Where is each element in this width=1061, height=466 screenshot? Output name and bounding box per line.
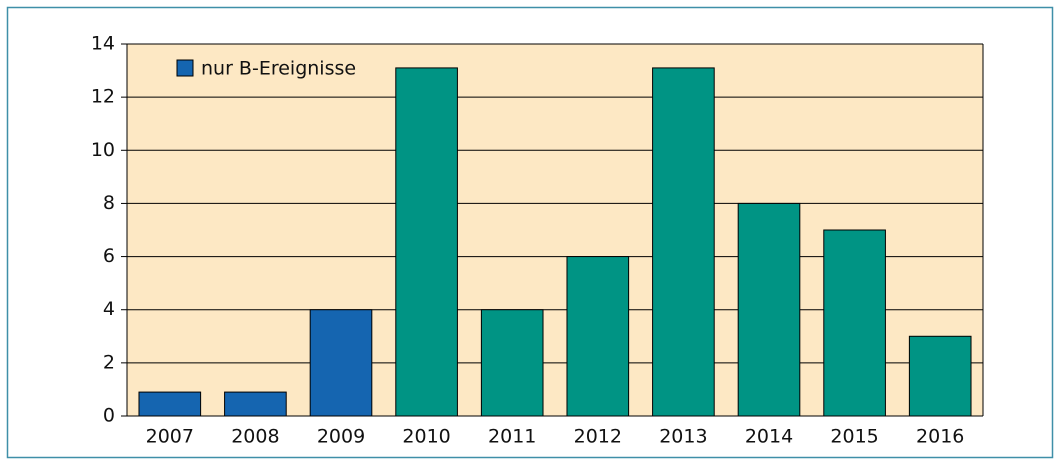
x-tick-label: 2015 <box>830 426 878 448</box>
y-tick-label: 10 <box>91 139 115 161</box>
bar <box>224 391 287 417</box>
y-tick-label: 12 <box>91 86 115 108</box>
bar <box>309 309 373 417</box>
x-tick-label: 2011 <box>488 426 536 448</box>
y-tick-label: 6 <box>103 245 115 267</box>
bar <box>480 309 544 417</box>
legend-label: nur B-Ereignisse <box>201 58 356 80</box>
x-tick-label: 2013 <box>659 426 707 448</box>
x-tick-label: 2012 <box>574 426 622 448</box>
frame <box>6 6 1054 459</box>
bar <box>908 335 972 417</box>
y-tick-label: 14 <box>91 33 115 55</box>
y-tick-label: 0 <box>103 405 115 427</box>
x-tick-label: 2010 <box>402 426 450 448</box>
bar <box>566 256 630 417</box>
y-tick-label: 2 <box>103 351 115 373</box>
y-tick-label: 4 <box>103 298 115 320</box>
x-tick-label: 2009 <box>317 426 365 448</box>
y-tick-label: 8 <box>103 192 115 214</box>
bar <box>823 229 886 417</box>
bar <box>138 391 202 417</box>
bar <box>652 67 715 417</box>
bar <box>737 202 801 417</box>
x-tick-label: 2007 <box>146 426 194 448</box>
x-tick-label: 2016 <box>916 426 964 448</box>
x-tick-label: 2008 <box>231 426 279 448</box>
x-tick-label: 2014 <box>745 426 793 448</box>
bar <box>395 67 458 417</box>
legend-swatch <box>176 59 194 77</box>
